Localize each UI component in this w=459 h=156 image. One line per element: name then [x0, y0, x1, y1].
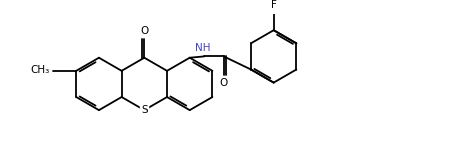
Text: F: F [271, 0, 277, 10]
Text: S: S [141, 105, 148, 115]
Text: CH₃: CH₃ [31, 65, 50, 75]
Text: O: O [140, 26, 148, 36]
Text: NH: NH [195, 43, 210, 53]
Text: O: O [220, 78, 228, 88]
